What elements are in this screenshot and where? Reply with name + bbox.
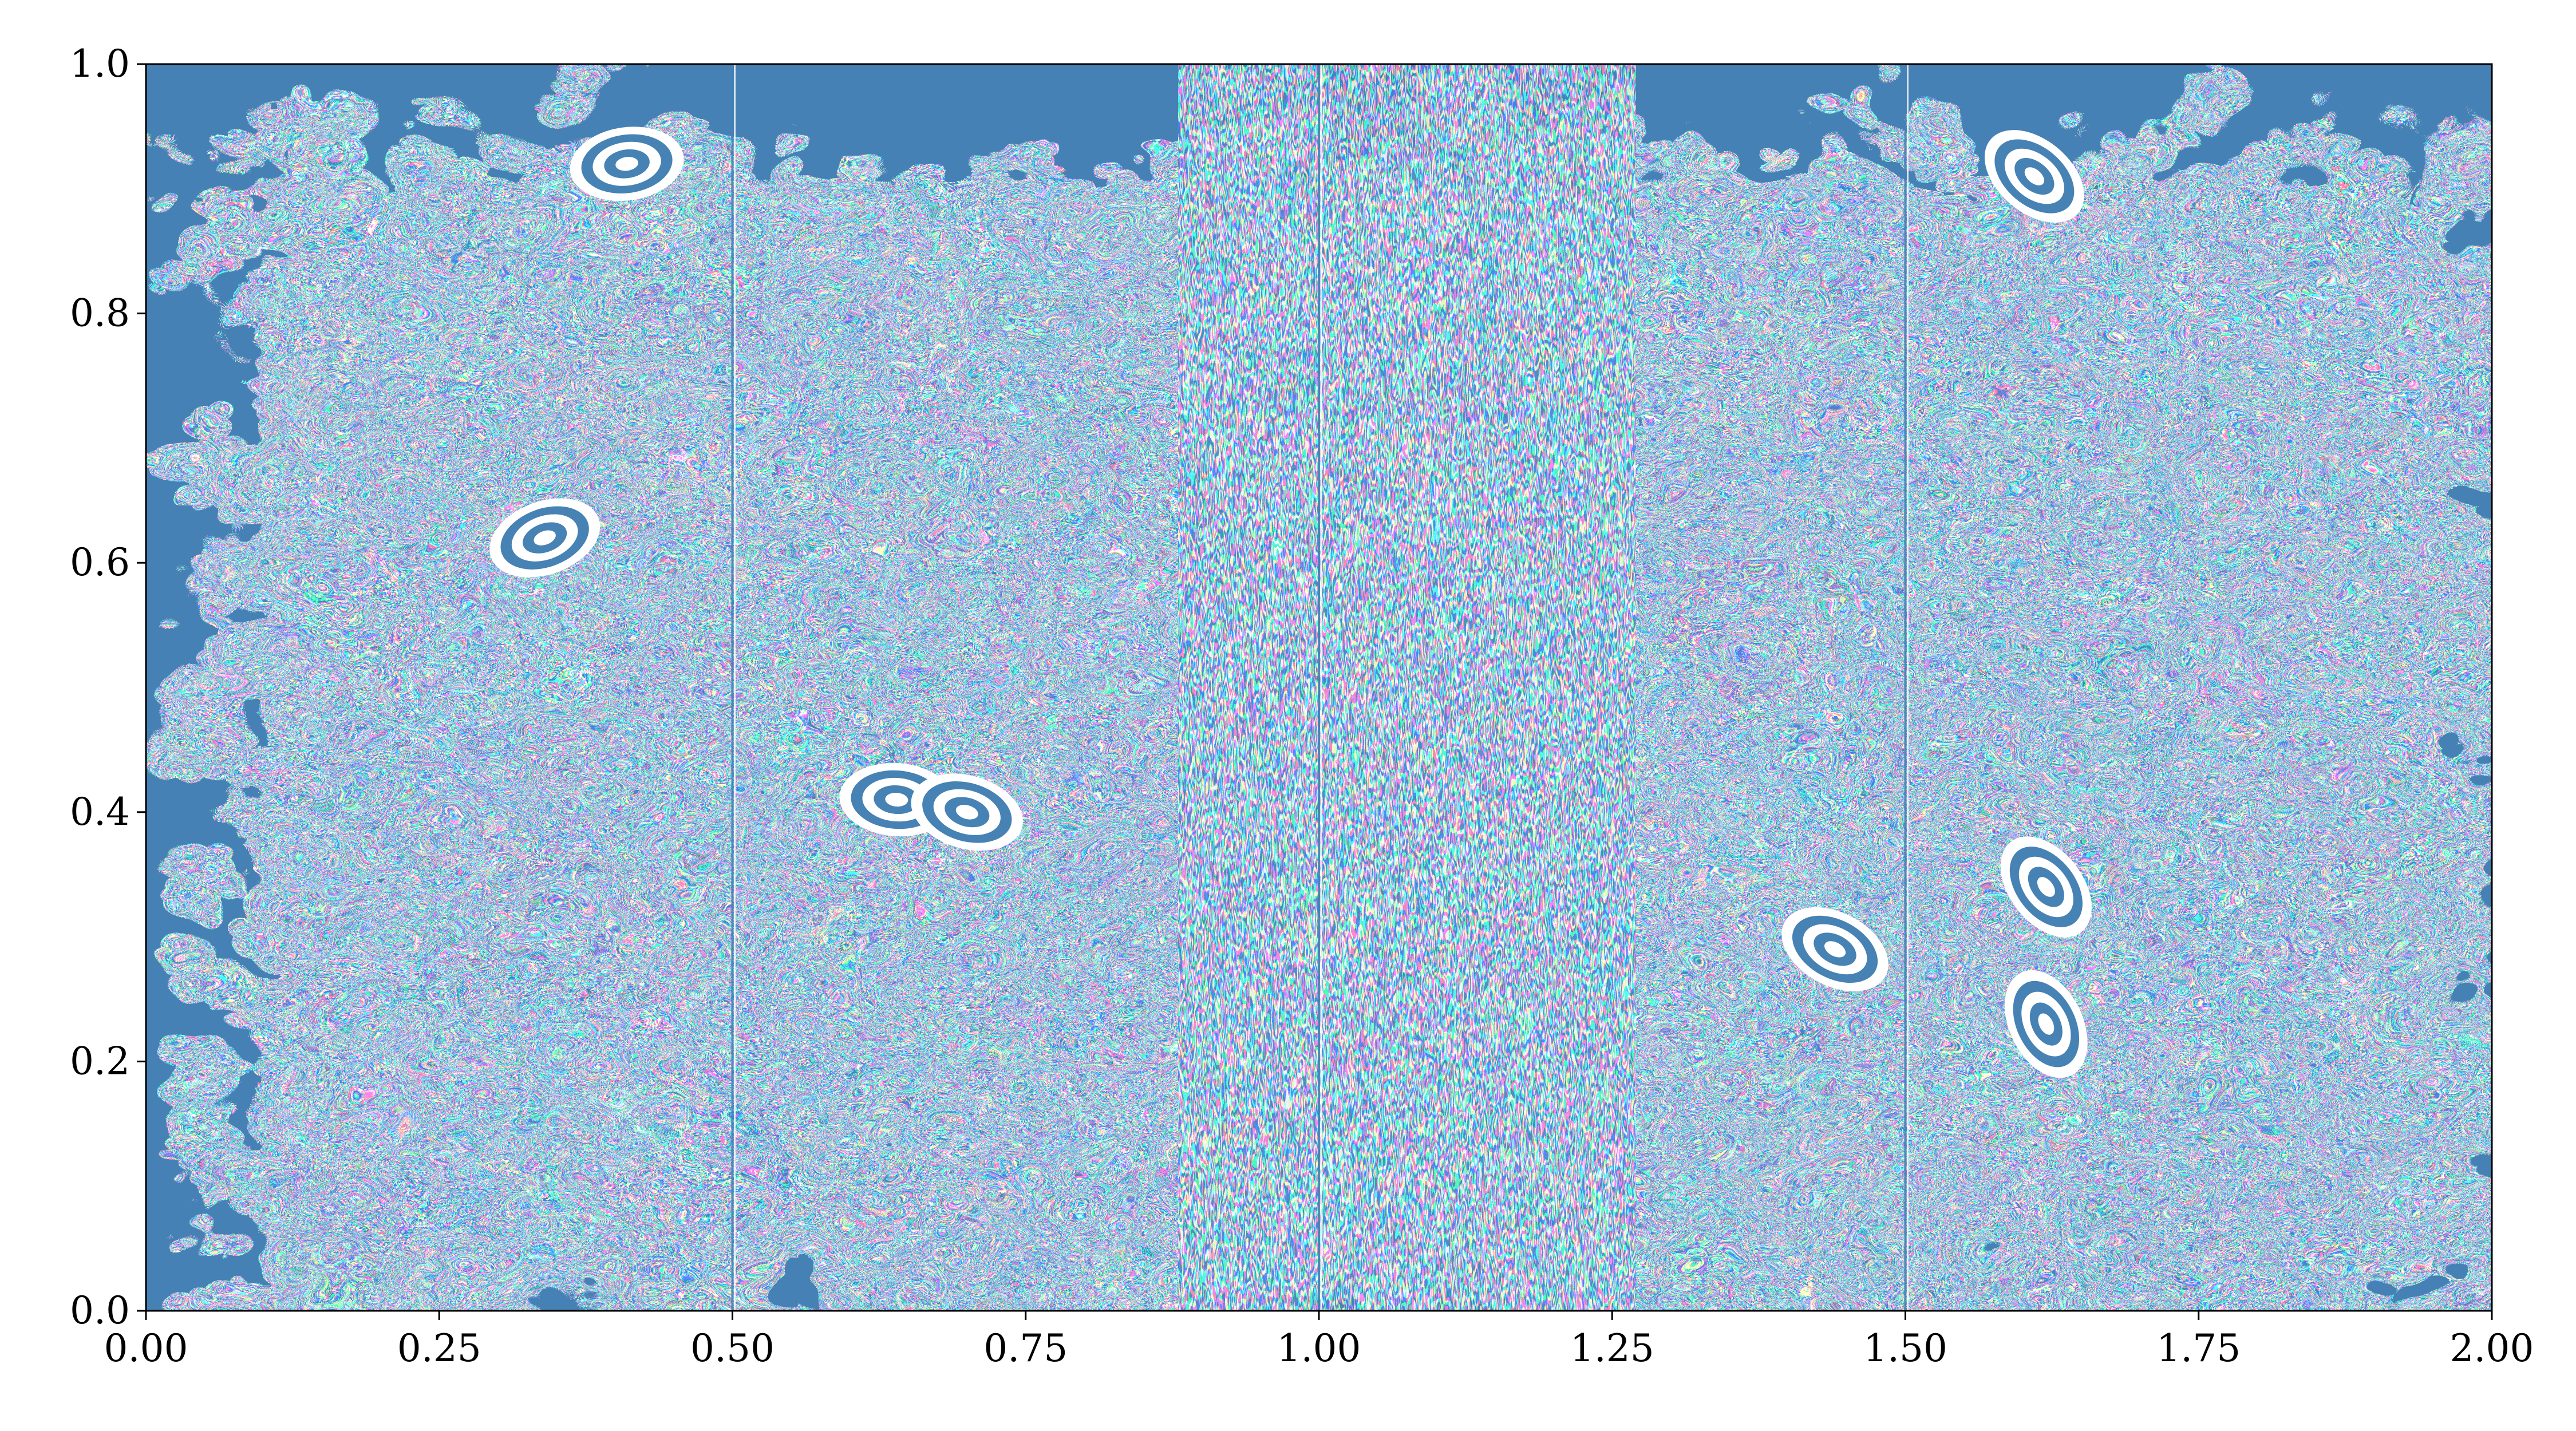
y-tick-label: 0.8	[70, 291, 130, 335]
y-tick-label: 0.0	[70, 1288, 130, 1333]
eye-region-3	[911, 773, 1024, 851]
y-tick-label: 0.6	[70, 540, 130, 584]
x-tick-label: 1.00	[1277, 1326, 1361, 1370]
y-axis: 0.0 0.2 0.4 0.6 0.8 1.0	[70, 42, 146, 1333]
eye-ring	[2024, 167, 2045, 185]
x-tick-label: 2.00	[2450, 1326, 2534, 1370]
eye-region-5	[1984, 130, 2084, 223]
eye-region-0	[489, 498, 600, 578]
eye-ring	[885, 792, 908, 807]
eye-ring	[1824, 941, 1846, 958]
x-tick-label: 1.25	[1570, 1326, 1654, 1370]
eye-regions	[489, 127, 2092, 1078]
eye-ring	[2038, 1013, 2055, 1035]
eye-ring	[2037, 877, 2055, 897]
eye-ring	[534, 530, 556, 545]
x-tick-label: 1.50	[1863, 1326, 1947, 1370]
vertical-seams	[731, 64, 1909, 1311]
eye-region-7	[2005, 970, 2088, 1078]
grainy-center-band	[1178, 64, 1636, 1311]
y-tick-label: 1.0	[70, 42, 130, 86]
eye-ring	[615, 157, 638, 171]
plot-area	[146, 64, 2492, 1311]
eye-region-4	[1781, 907, 1888, 991]
y-tick-label: 0.2	[70, 1039, 130, 1083]
x-tick-label: 0.75	[983, 1326, 1068, 1370]
x-tick-label: 0.50	[690, 1326, 775, 1370]
eye-region-1	[570, 127, 684, 201]
y-tick-label: 0.4	[70, 790, 130, 834]
x-tick-label: 0.25	[397, 1326, 481, 1370]
x-tick-label: 1.75	[2156, 1326, 2241, 1370]
x-axis: 0.00 0.25 0.50 0.75 1.00 1.25 1.50 1.75 2.00	[104, 1311, 2534, 1370]
eye-region-6	[2000, 836, 2092, 938]
x-tick-label: 0.00	[104, 1326, 188, 1370]
eye-ring	[955, 805, 978, 820]
